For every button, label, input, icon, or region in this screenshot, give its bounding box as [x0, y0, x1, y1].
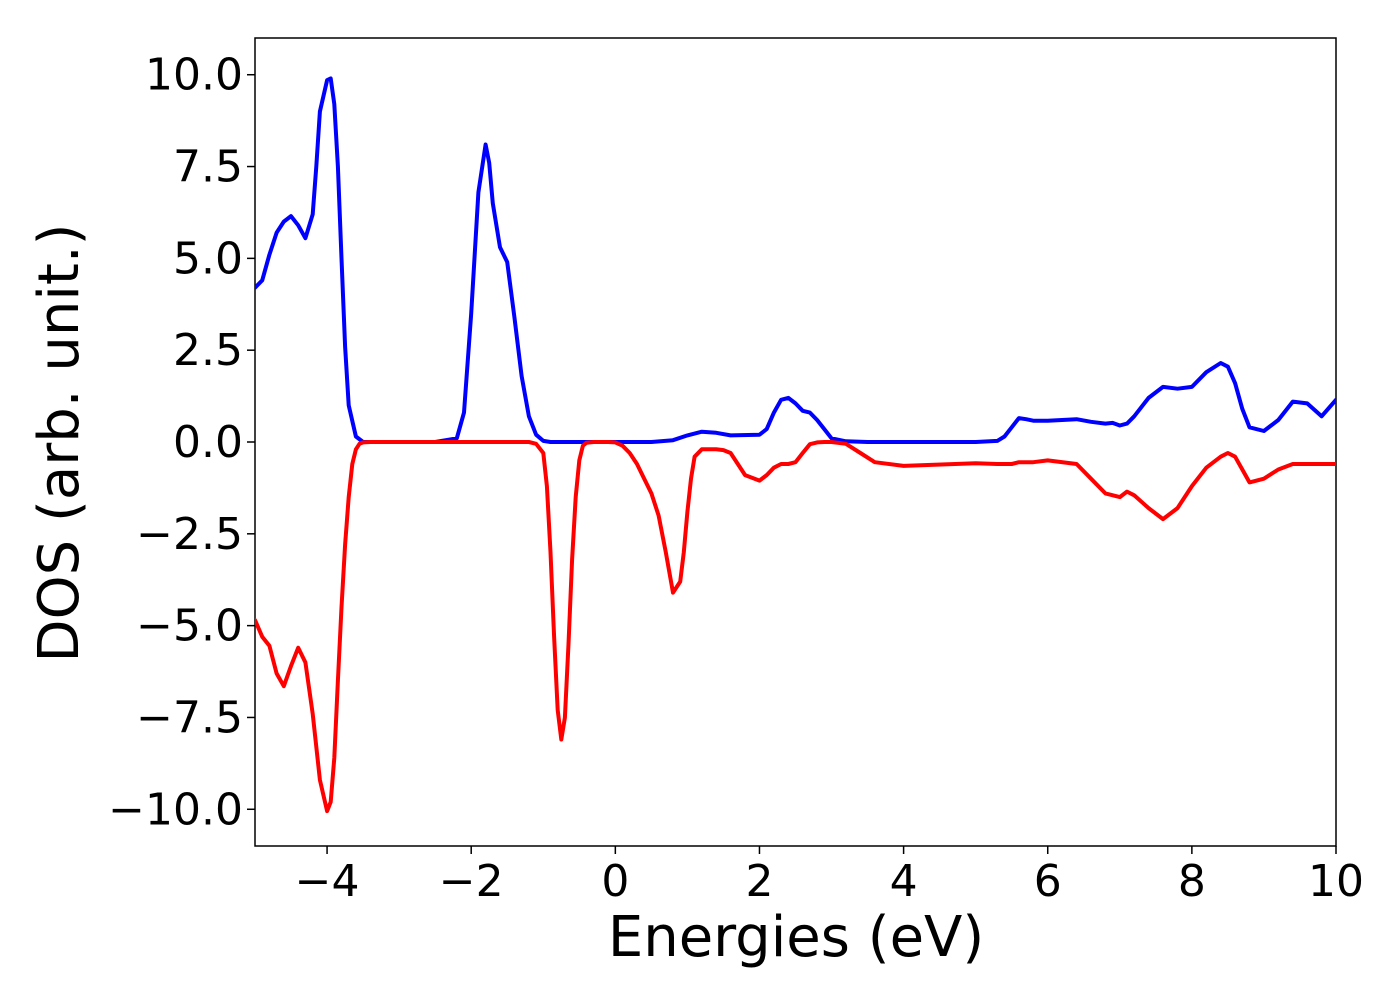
x-tick-label: 10	[1308, 856, 1364, 907]
x-tick-label: 8	[1178, 856, 1206, 907]
x-tick-label: −2	[439, 856, 504, 907]
x-axis-label: Energies (eV)	[608, 905, 984, 970]
y-axis-ticks: 10.0 7.5 5.0 2.5 0.0 −2.5 −5.0 −7.5 −10.0	[108, 50, 255, 835]
y-tick-label: 10.0	[145, 50, 243, 101]
y-tick-label: −2.5	[136, 509, 243, 560]
x-tick-label: −4	[295, 856, 360, 907]
y-tick-label: 0.0	[173, 417, 243, 468]
x-tick-label: 4	[890, 856, 918, 907]
x-tick-label: 6	[1034, 856, 1062, 907]
y-tick-label: −10.0	[108, 784, 243, 835]
y-tick-label: −5.0	[136, 601, 243, 652]
x-tick-label: 2	[745, 856, 773, 907]
x-tick-label: 0	[601, 856, 629, 907]
y-tick-label: 2.5	[173, 325, 243, 376]
y-axis-label: DOS (arb. unit.)	[27, 223, 92, 662]
y-tick-label: −7.5	[136, 692, 243, 743]
spin-down-dos-line	[255, 440, 1336, 814]
series-layer	[255, 76, 1336, 814]
y-tick-label: 7.5	[173, 142, 243, 193]
x-axis-ticks: −4 −2 0 2 4 6 8 10	[295, 846, 1364, 907]
spin-up-dos-line	[255, 76, 1336, 444]
y-tick-label: 5.0	[173, 233, 243, 284]
